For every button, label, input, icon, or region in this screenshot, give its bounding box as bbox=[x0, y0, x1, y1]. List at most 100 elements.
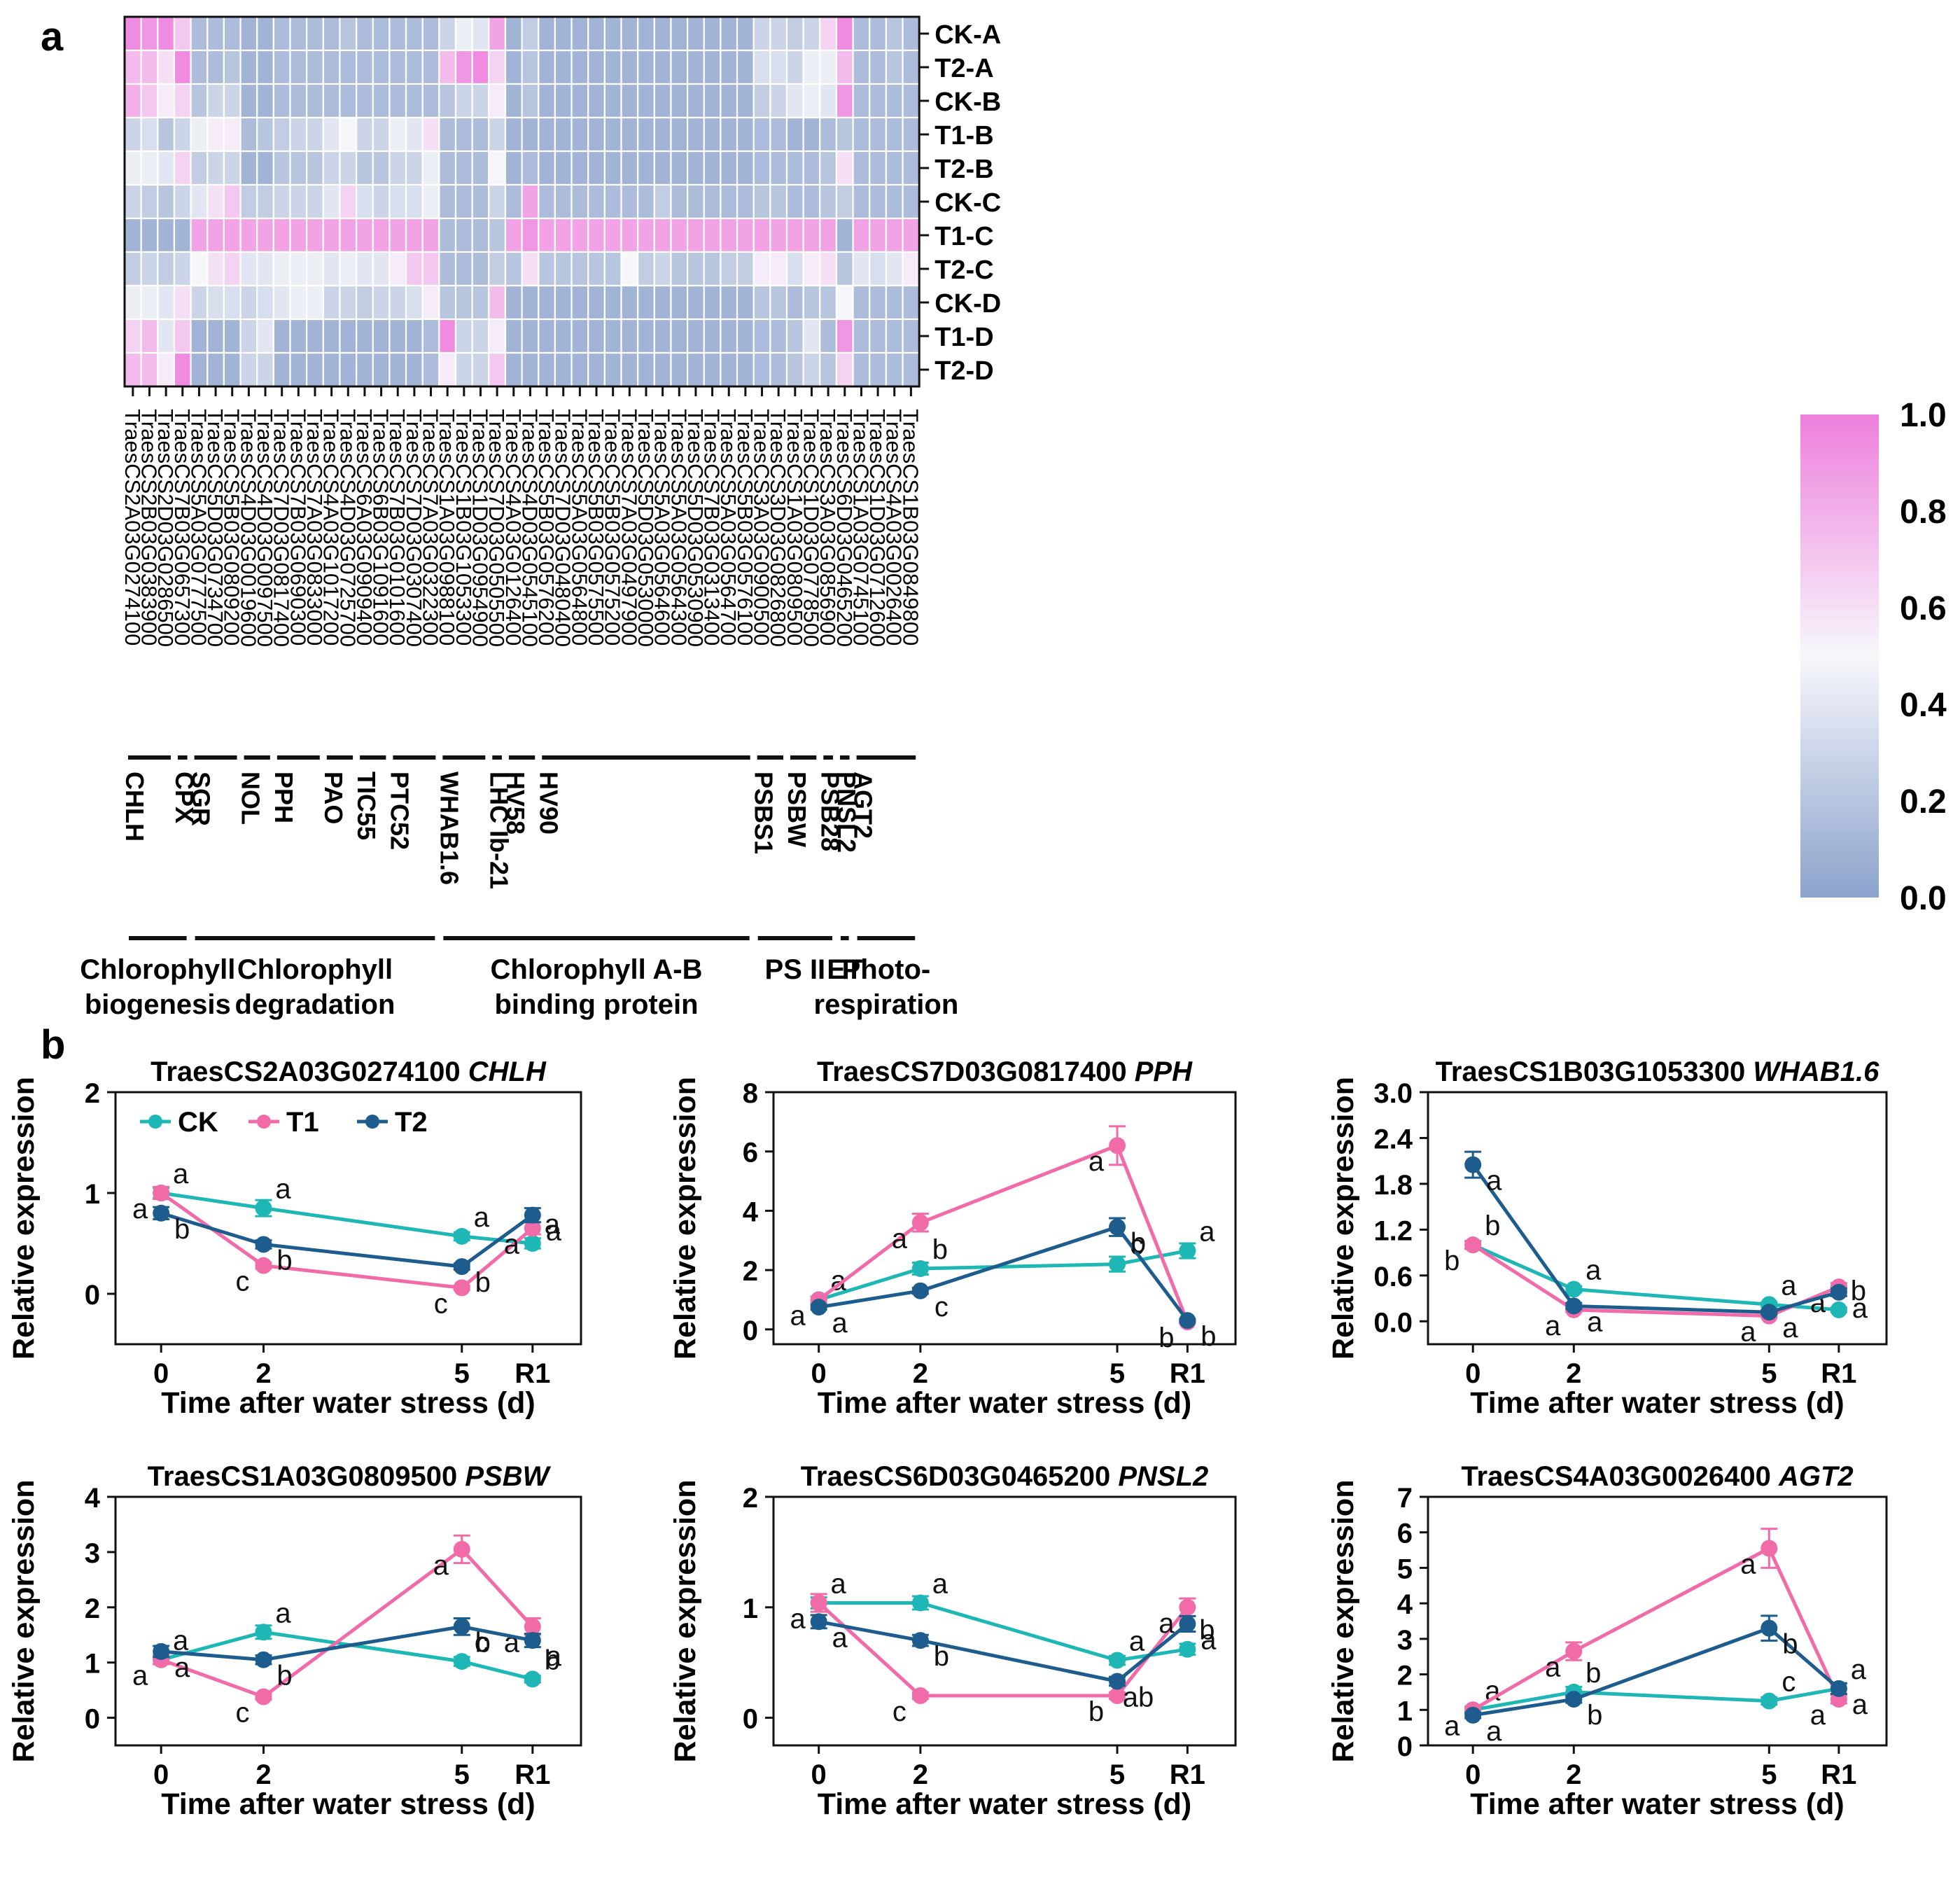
heatmap-cell bbox=[322, 15, 341, 52]
y-tick-label: 2 bbox=[85, 1078, 100, 1109]
heatmap-cell bbox=[471, 217, 490, 253]
heatmap-cell bbox=[570, 150, 589, 186]
heatmap-cell bbox=[686, 251, 705, 287]
significance-letter: a bbox=[1088, 1146, 1105, 1177]
heatmap-cell bbox=[902, 183, 920, 220]
column-label: TraesCS4D03G0725700 bbox=[335, 409, 360, 647]
heatmap-cell bbox=[802, 183, 821, 220]
data-point-t1 bbox=[255, 1688, 272, 1705]
heatmap-cell bbox=[306, 49, 324, 85]
heatmap-cell bbox=[239, 49, 258, 85]
heatmap-cell bbox=[736, 116, 755, 153]
heatmap-cell bbox=[438, 251, 457, 287]
data-point-t1 bbox=[1179, 1598, 1196, 1616]
x-tick-label: 0 bbox=[153, 1358, 169, 1389]
heatmap-cell bbox=[852, 351, 871, 388]
heatmap-cell bbox=[405, 15, 424, 52]
significance-letter: b bbox=[1200, 1321, 1216, 1352]
heatmap-cell bbox=[223, 83, 241, 119]
heatmap-cell bbox=[454, 150, 473, 186]
column-label: TraesCS5B03G0576200 bbox=[534, 409, 559, 646]
heatmap-cell bbox=[454, 217, 473, 253]
gene-group-label: PAO bbox=[319, 772, 348, 824]
heatmap-cell bbox=[885, 284, 904, 321]
heatmap-cell bbox=[256, 150, 274, 186]
heatmap-cell bbox=[587, 217, 606, 253]
heatmap-cell bbox=[885, 83, 904, 119]
gene-group-label: HV58 bbox=[501, 772, 530, 835]
y-tick-label: 0 bbox=[85, 1280, 100, 1311]
heatmap-cell bbox=[720, 217, 738, 253]
data-point-ck bbox=[453, 1653, 470, 1670]
line-chart-agt2: TraesCS4A03G0026400 AGT2 0 1 2 3 4 5 6 7 0 2 5 R1Tim… bbox=[1326, 1461, 1888, 1821]
heatmap-cell bbox=[471, 116, 490, 153]
significance-letter: a bbox=[892, 1223, 908, 1254]
data-point-t1 bbox=[1464, 1236, 1482, 1254]
heatmap-cell bbox=[488, 318, 507, 354]
row-label: T1-B bbox=[934, 121, 993, 151]
heatmap-cell bbox=[140, 318, 159, 354]
heatmap-cell bbox=[902, 116, 920, 153]
heatmap-cell bbox=[471, 284, 490, 321]
significance-letter: b bbox=[1444, 1245, 1460, 1276]
column-label: TraesCS5A03G0777500 bbox=[186, 409, 211, 646]
column-label: TraesCS7D03G0480400 bbox=[551, 409, 575, 647]
significance-letter: c bbox=[475, 1627, 489, 1658]
heatmap-cell bbox=[123, 83, 142, 119]
significance-letter: a bbox=[132, 1661, 148, 1691]
heatmap-cell bbox=[736, 251, 755, 287]
heatmap-cell bbox=[123, 49, 142, 85]
heatmap-cell bbox=[869, 150, 887, 186]
y-axis-label: Relative expression bbox=[1326, 1480, 1360, 1763]
gene-group-label: PSBS1 bbox=[750, 772, 778, 854]
x-tick-label: R1 bbox=[1170, 1759, 1205, 1790]
heatmap-cell bbox=[356, 15, 374, 52]
heatmap-cell bbox=[190, 284, 209, 321]
heatmap-cell bbox=[306, 150, 324, 186]
heatmap-cell bbox=[421, 351, 440, 388]
heatmap-cell bbox=[306, 284, 324, 321]
heatmap-cell bbox=[620, 351, 639, 388]
heatmap-cell bbox=[538, 284, 556, 321]
heatmap-cell bbox=[620, 150, 639, 186]
heatmap-cell bbox=[356, 217, 374, 253]
heatmap-cell bbox=[670, 15, 689, 52]
heatmap-cell bbox=[206, 351, 225, 388]
y-tick-label: 6 bbox=[1397, 1519, 1413, 1549]
series-line-t2 bbox=[818, 1224, 1189, 1322]
heatmap-cell bbox=[289, 15, 308, 52]
heatmap-cell bbox=[603, 351, 622, 388]
heatmap-cell bbox=[438, 318, 457, 354]
heatmap-cell bbox=[869, 251, 887, 287]
x-tick-label: 0 bbox=[811, 1759, 827, 1790]
heatmap-cell bbox=[471, 318, 490, 354]
significance-letter: c bbox=[235, 1267, 249, 1297]
heatmap-cell bbox=[356, 318, 374, 354]
significance-letter: a bbox=[174, 1652, 190, 1683]
column-label: TraesCS4D03G0097500 bbox=[253, 409, 277, 647]
heatmap-cell bbox=[554, 251, 573, 287]
category-label: degradation bbox=[235, 989, 396, 1020]
heatmap-cell bbox=[356, 284, 374, 321]
heatmap-cell bbox=[703, 318, 722, 354]
heatmap-cell bbox=[405, 351, 424, 388]
heatmap-cell bbox=[438, 150, 457, 186]
data-point-t2 bbox=[453, 1618, 470, 1635]
x-tick-label: 2 bbox=[255, 1358, 271, 1389]
line-chart-whab16: TraesCS1B03G1053300 WHAB1.6 0.0 0.6 1.2 1.8 2… bbox=[1326, 1056, 1888, 1420]
data-point-t1 bbox=[453, 1540, 470, 1558]
heatmap-cell bbox=[521, 351, 540, 388]
heatmap-cell bbox=[554, 318, 573, 354]
heatmap-cell bbox=[752, 116, 771, 153]
heatmap-cell bbox=[140, 15, 159, 52]
heatmap-cell bbox=[272, 116, 291, 153]
heatmap-cell bbox=[736, 83, 755, 119]
heatmap-cell bbox=[869, 351, 887, 388]
heatmap-cell bbox=[488, 217, 507, 253]
heatmap-cell bbox=[173, 183, 192, 220]
data-point-t2 bbox=[1464, 1706, 1482, 1724]
heatmap-cell bbox=[736, 15, 755, 52]
heatmap-cell bbox=[356, 83, 374, 119]
